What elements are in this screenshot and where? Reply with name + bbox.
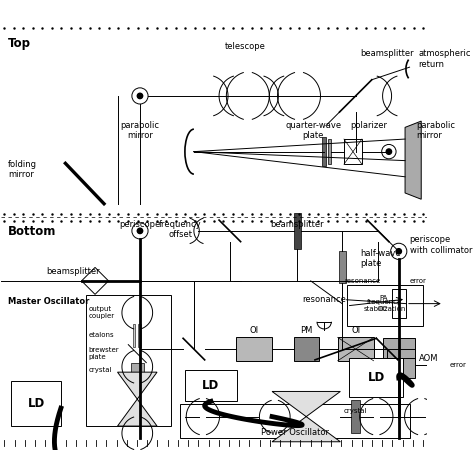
Bar bbox=[236, 337, 272, 361]
Text: Power Oscillator: Power Oscillator bbox=[261, 428, 329, 437]
Bar bbox=[338, 251, 346, 283]
Text: AOM: AOM bbox=[419, 354, 438, 363]
Bar bbox=[185, 370, 237, 401]
Circle shape bbox=[137, 93, 143, 99]
Text: parabolic
mirror: parabolic mirror bbox=[120, 121, 159, 140]
Text: half-wave
plate: half-wave plate bbox=[360, 249, 401, 268]
Bar bbox=[349, 358, 403, 397]
Text: crystal: crystal bbox=[344, 408, 367, 414]
Text: beamsplitter: beamsplitter bbox=[46, 267, 100, 276]
Bar bbox=[11, 381, 61, 427]
Bar bbox=[181, 404, 410, 438]
Circle shape bbox=[137, 228, 143, 234]
Text: frequency
offset: frequency offset bbox=[159, 219, 202, 239]
Text: OI: OI bbox=[351, 326, 360, 335]
Text: Master Oscillator: Master Oscillator bbox=[8, 297, 89, 306]
Text: resonance: resonance bbox=[302, 295, 346, 304]
Text: error: error bbox=[450, 362, 467, 368]
Polygon shape bbox=[272, 392, 340, 442]
Text: PM: PM bbox=[300, 326, 312, 335]
Text: periscope
with collimator: periscope with collimator bbox=[410, 236, 472, 255]
Bar bbox=[383, 338, 415, 378]
Text: quarter-wave
plate: quarter-wave plate bbox=[285, 121, 341, 140]
Text: crystal: crystal bbox=[89, 366, 112, 373]
Bar bbox=[337, 337, 374, 361]
Text: folding
mirror: folding mirror bbox=[8, 160, 37, 179]
Text: beamsplitter: beamsplitter bbox=[270, 219, 324, 228]
Text: LD: LD bbox=[368, 371, 385, 384]
Text: OI: OI bbox=[249, 326, 259, 335]
Polygon shape bbox=[118, 372, 157, 426]
Text: output
coupler: output coupler bbox=[89, 306, 115, 319]
Bar bbox=[138, 324, 141, 347]
Text: OC: OC bbox=[378, 306, 388, 312]
Bar bbox=[86, 294, 172, 427]
Text: resonance: resonance bbox=[345, 278, 381, 283]
Circle shape bbox=[386, 149, 392, 155]
Text: telescope: telescope bbox=[225, 42, 265, 51]
Text: LD: LD bbox=[202, 379, 219, 392]
Text: PA: PA bbox=[380, 295, 388, 301]
Text: Top: Top bbox=[8, 36, 31, 50]
Bar bbox=[133, 324, 136, 347]
Bar bbox=[346, 285, 423, 327]
Bar bbox=[131, 363, 144, 376]
Bar bbox=[322, 137, 326, 166]
Text: polarizer: polarizer bbox=[351, 121, 388, 130]
Text: periscope: periscope bbox=[119, 219, 161, 228]
Text: error: error bbox=[410, 278, 427, 283]
Text: brewster
plate: brewster plate bbox=[89, 347, 119, 360]
Bar bbox=[293, 337, 319, 361]
Bar bbox=[328, 139, 331, 164]
Bar bbox=[344, 139, 362, 164]
Text: Bottom: Bottom bbox=[8, 225, 56, 238]
Bar bbox=[351, 401, 360, 433]
Polygon shape bbox=[405, 121, 421, 199]
Bar bbox=[392, 289, 406, 318]
Text: parabolic
mirror: parabolic mirror bbox=[416, 121, 455, 140]
Text: etalons: etalons bbox=[89, 332, 114, 338]
Text: frequency
stabilization: frequency stabilization bbox=[364, 300, 406, 312]
Text: beamsplitter: beamsplitter bbox=[360, 49, 414, 58]
Text: LD: LD bbox=[27, 397, 45, 410]
Circle shape bbox=[396, 249, 401, 254]
Bar bbox=[293, 213, 301, 249]
Text: atmospheric
return: atmospheric return bbox=[419, 49, 471, 69]
